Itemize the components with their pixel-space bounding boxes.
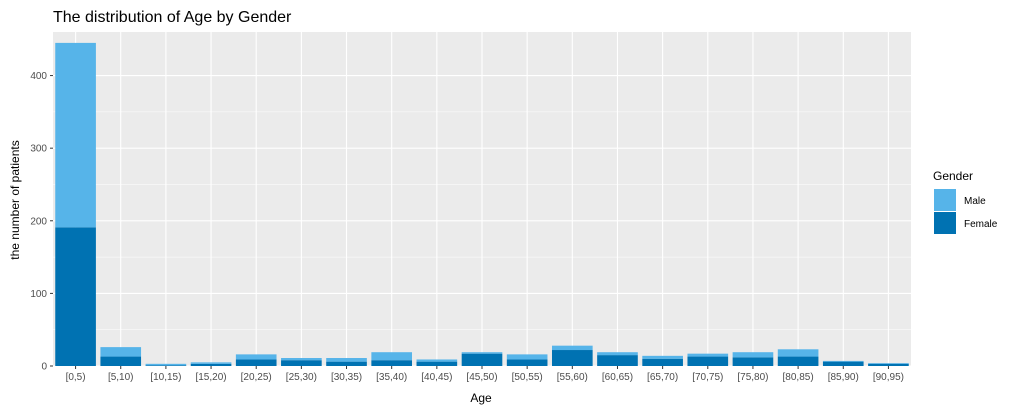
bar-male <box>506 354 548 360</box>
x-tick-label: [55,60) <box>557 372 588 383</box>
x-tick-label: [60,65) <box>602 372 633 383</box>
bar-male <box>597 352 638 356</box>
bar-male <box>235 354 277 360</box>
bar-female <box>822 361 864 366</box>
bar-female <box>326 361 367 366</box>
legend-label-male: Male <box>964 196 986 207</box>
bar-male <box>281 358 322 361</box>
x-tick-label: [75,80) <box>737 372 768 383</box>
y-axis-ticks: 0 100 200 300 400 <box>30 71 53 373</box>
bar-male <box>642 355 683 359</box>
bar-female <box>190 363 232 366</box>
bar-male <box>461 352 503 354</box>
bar-male <box>416 359 458 362</box>
x-tick-label: [25,30) <box>286 372 317 383</box>
x-tick-label: [45,50) <box>466 372 497 383</box>
bar-female <box>777 356 819 366</box>
bar-female <box>642 358 683 366</box>
x-axis-ticks: [0,5) [5,10) [10,15) [15,20) [20,25) [25,30) [… <box>66 366 904 383</box>
x-tick-label: [35,40) <box>376 372 407 383</box>
bar-female <box>371 360 413 366</box>
bars <box>55 42 909 366</box>
y-tick-label: 100 <box>30 289 47 300</box>
bar-female <box>461 353 503 366</box>
bar-female <box>597 355 638 366</box>
bar-male <box>55 42 96 228</box>
bar-female <box>281 360 322 366</box>
x-tick-label: [20,25) <box>241 372 272 383</box>
bar-female <box>506 359 548 366</box>
x-tick-label: [40,45) <box>421 372 452 383</box>
bar-female <box>145 365 187 366</box>
bar-male <box>551 345 593 351</box>
bar-male <box>822 360 864 362</box>
y-tick-label: 0 <box>41 362 47 373</box>
y-axis-title: the number of patients <box>8 140 22 259</box>
x-tick-label: [80,85) <box>783 372 814 383</box>
legend-swatch-female <box>934 212 956 234</box>
bar-female <box>100 356 142 366</box>
x-tick-label: [0,5) <box>66 372 86 383</box>
x-axis-title: Age <box>470 391 492 405</box>
bar-female <box>687 356 729 366</box>
x-tick-label: [30,35) <box>331 372 362 383</box>
legend-title: Gender <box>933 169 973 183</box>
x-tick-label: [85,90) <box>828 372 859 383</box>
bar-male <box>371 352 413 361</box>
bar-male <box>190 362 232 364</box>
bar-female <box>55 227 96 366</box>
bar-male <box>326 358 367 362</box>
x-tick-label: [5,10) <box>108 372 134 383</box>
x-tick-label: [50,55) <box>512 372 543 383</box>
y-tick-label: 400 <box>30 71 47 82</box>
bar-male <box>687 353 729 357</box>
x-tick-label: [10,15) <box>150 372 181 383</box>
bar-male <box>732 352 774 358</box>
x-tick-label: [90,95) <box>873 372 904 383</box>
legend-swatch-male <box>934 189 956 211</box>
x-tick-label: [15,20) <box>195 372 226 383</box>
bar-female <box>868 363 909 366</box>
bar-female <box>732 357 774 366</box>
y-tick-label: 300 <box>30 144 47 155</box>
bar-female <box>235 359 277 366</box>
y-tick-label: 200 <box>30 216 47 227</box>
bar-male <box>145 363 187 366</box>
bar-male <box>777 349 819 357</box>
legend: Gender Male Female <box>933 169 998 234</box>
chart-title: The distribution of Age by Gender <box>53 9 292 26</box>
legend-label-female: Female <box>964 219 998 230</box>
bar-male <box>868 363 909 364</box>
bar-female <box>416 361 458 366</box>
x-tick-label: [65,70) <box>647 372 678 383</box>
x-tick-label: [70,75) <box>692 372 723 383</box>
bar-male <box>100 347 142 357</box>
bar-female <box>551 350 593 366</box>
